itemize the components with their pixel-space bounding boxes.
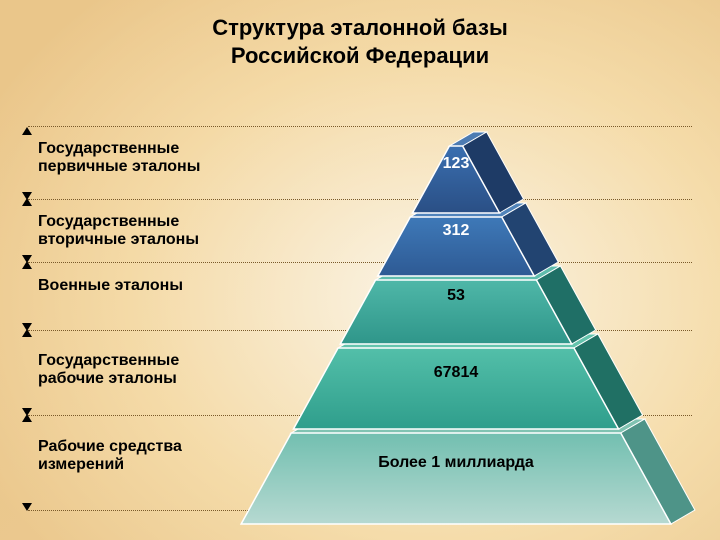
pyramid-tier: 123: [410, 130, 525, 215]
level-label-line1: Военные эталоны: [38, 277, 248, 295]
row-bracket: [24, 415, 32, 510]
tier-front-face: [241, 433, 671, 524]
title-line1: Структура эталонной базы: [212, 15, 508, 40]
tier-value: 67814: [279, 364, 632, 382]
level-label-line2: вторичные эталоны: [38, 231, 248, 249]
tier-value: 312: [364, 222, 548, 240]
tier-value: Более 1 миллиарда: [227, 454, 685, 472]
level-label-line2: измерений: [38, 456, 248, 474]
arrow-up-icon: [22, 198, 32, 206]
row-bracket: [24, 262, 32, 330]
row-bracket: [24, 330, 32, 415]
level-label: Государственныепервичные эталоны: [38, 140, 248, 177]
divider-line: [28, 199, 692, 200]
row-bracket: [24, 128, 32, 199]
arrow-up-icon: [22, 329, 32, 337]
tier-value: 53: [326, 287, 585, 305]
pyramid-tier: 67814: [291, 332, 644, 431]
level-label-line1: Государственные: [38, 352, 248, 370]
arrow-up-icon: [22, 414, 32, 422]
level-label-line2: рабочие эталоны: [38, 370, 248, 388]
level-label: Государственныевторичные эталоны: [38, 213, 248, 250]
row-bracket: [24, 199, 32, 262]
page-title: Структура эталонной базы Российской Феде…: [0, 14, 720, 69]
tier-front-face: [293, 348, 618, 429]
level-label: Рабочие средстваизмерений: [38, 438, 248, 475]
title-line2: Российской Федерации: [231, 43, 489, 68]
tier-value: 123: [398, 155, 513, 173]
arrow-up-icon: [22, 127, 32, 135]
level-label-line1: Рабочие средства: [38, 438, 248, 456]
level-label-line1: Государственные: [38, 213, 248, 231]
level-label: Военные эталоны: [38, 277, 248, 295]
arrow-up-icon: [22, 261, 32, 269]
arrow-down-icon: [22, 503, 32, 511]
pyramid-tier: Более 1 миллиарда: [239, 417, 697, 526]
divider-line: [28, 126, 692, 127]
level-label-line1: Государственные: [38, 140, 248, 158]
divider-line: [28, 262, 692, 263]
level-label: Государственныерабочие эталоны: [38, 352, 248, 389]
pyramid: 1233125367814Более 1 миллиарда: [252, 118, 684, 513]
slide: { "type": "pyramid-infographic", "title"…: [0, 0, 720, 540]
level-label-line2: первичные эталоны: [38, 158, 248, 176]
